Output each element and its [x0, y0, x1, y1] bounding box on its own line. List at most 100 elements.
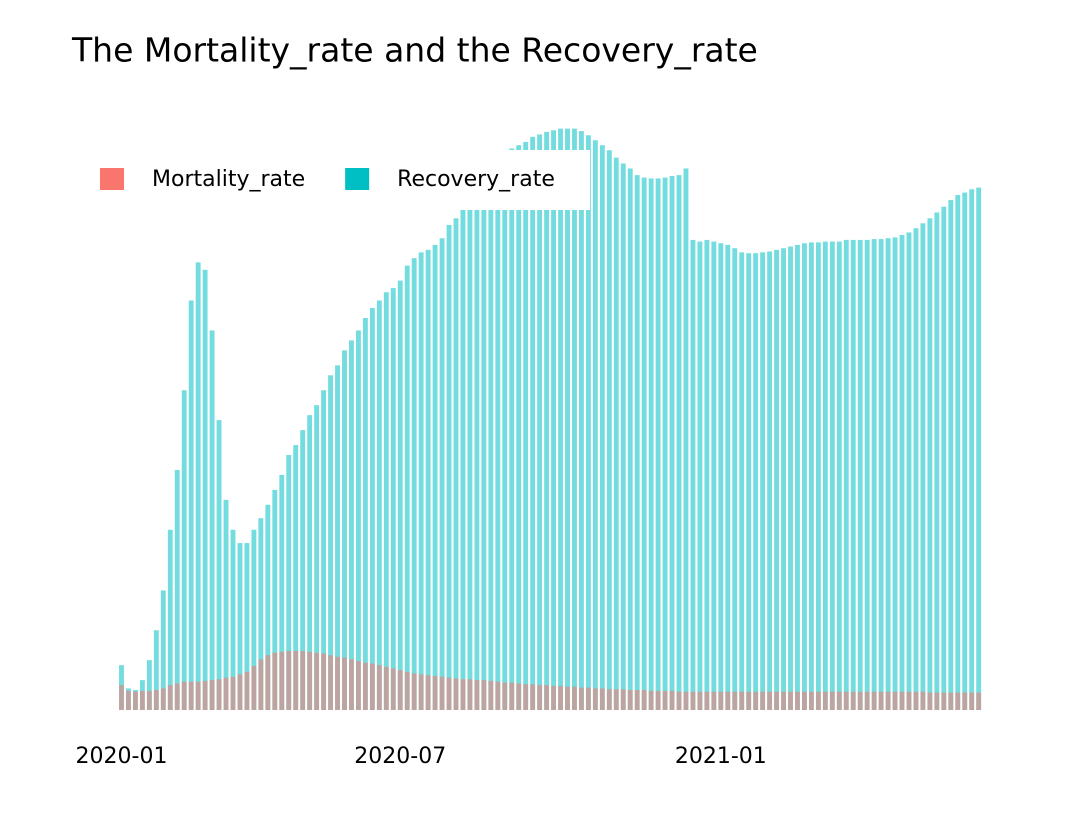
- bar: [760, 691, 766, 710]
- bar: [195, 262, 201, 710]
- bar: [850, 239, 856, 710]
- bar: [551, 130, 557, 710]
- bar: [460, 679, 466, 710]
- bar: [418, 252, 424, 710]
- bar: [815, 691, 821, 710]
- bar: [892, 237, 898, 711]
- bar: [474, 190, 480, 711]
- bar: [495, 162, 501, 711]
- bar: [683, 691, 689, 710]
- bar: [376, 665, 382, 710]
- bar: [307, 415, 313, 710]
- legend-swatch: [100, 168, 124, 190]
- bar: [578, 131, 584, 710]
- bar: [662, 690, 668, 710]
- bar: [502, 682, 508, 710]
- bar: [349, 340, 354, 710]
- bar: [704, 691, 710, 710]
- bar: [411, 258, 417, 710]
- bar: [969, 189, 975, 710]
- bar: [606, 689, 612, 710]
- bar: [718, 691, 724, 710]
- bar: [795, 691, 800, 710]
- bar: [467, 200, 473, 711]
- bar: [160, 590, 166, 710]
- bar: [383, 666, 389, 710]
- bar: [592, 140, 598, 710]
- bar: [237, 543, 243, 710]
- bar: [836, 241, 842, 711]
- bar: [153, 690, 159, 710]
- bar: [223, 499, 229, 710]
- bar: [369, 308, 375, 710]
- bar: [864, 691, 870, 710]
- bar: [321, 390, 327, 710]
- bar: [565, 686, 570, 710]
- bar: [676, 691, 682, 710]
- bar: [969, 692, 975, 710]
- bar: [655, 178, 661, 710]
- bar: [746, 253, 752, 710]
- bar: [585, 135, 591, 710]
- bar: [397, 280, 403, 710]
- bar: [802, 243, 807, 710]
- legend-label: Mortality_rate: [152, 167, 305, 192]
- bar: [481, 680, 487, 710]
- bar: [913, 691, 919, 710]
- bar: [676, 175, 682, 711]
- bar: [711, 691, 717, 710]
- bar: [209, 330, 215, 710]
- bar: [725, 244, 731, 710]
- bar: [509, 148, 515, 711]
- bar: [516, 683, 522, 710]
- bar: [265, 655, 271, 710]
- bar: [857, 239, 863, 710]
- bar: [836, 691, 842, 710]
- bar: [955, 195, 961, 711]
- bar: [620, 163, 626, 710]
- bar: [788, 691, 793, 710]
- x-axis: 2020-01 2020-07 2021-01: [76, 744, 767, 769]
- bar: [739, 252, 745, 710]
- bar: [822, 241, 828, 711]
- bar: [948, 692, 954, 710]
- bar: [188, 300, 194, 710]
- bar: [432, 244, 438, 710]
- bar: [774, 691, 780, 710]
- bar: [948, 200, 954, 711]
- bar: [355, 330, 361, 710]
- bar: [808, 242, 814, 710]
- bar: [829, 691, 835, 710]
- bar: [620, 689, 626, 710]
- legend-swatch: [345, 168, 370, 190]
- bar: [878, 239, 884, 710]
- bar: [857, 691, 863, 710]
- bar: [544, 685, 550, 710]
- bar: [662, 177, 668, 710]
- bar: [495, 681, 501, 710]
- bar: [572, 128, 577, 711]
- bar: [314, 652, 320, 710]
- bar: [767, 691, 773, 710]
- bar: [927, 218, 933, 711]
- bar: [488, 680, 494, 710]
- bar: [216, 679, 222, 710]
- bar: [697, 691, 703, 710]
- bar: [690, 691, 696, 710]
- bar: [369, 663, 375, 710]
- bar: [871, 239, 877, 710]
- bar: [885, 238, 891, 710]
- bar: [732, 691, 738, 710]
- x-tick-label: 2021-01: [675, 744, 767, 769]
- legend-background: [85, 150, 590, 210]
- bar: [272, 489, 278, 710]
- bar: [850, 691, 856, 710]
- bar: [739, 691, 745, 710]
- bar: [167, 685, 173, 710]
- bar: [279, 474, 285, 710]
- bar: [328, 655, 333, 710]
- bar: [781, 248, 786, 710]
- bar: [843, 239, 849, 710]
- bar: [272, 652, 278, 710]
- bar: [376, 300, 382, 710]
